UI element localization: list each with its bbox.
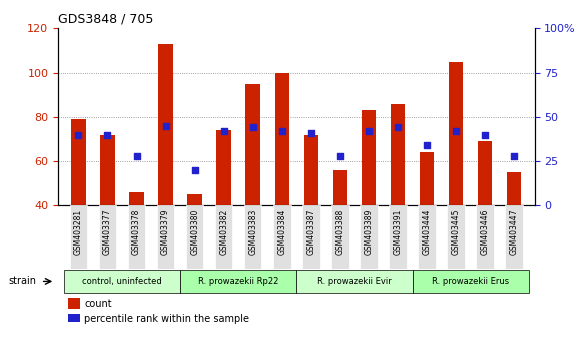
FancyBboxPatch shape [505, 205, 523, 269]
Text: strain: strain [9, 276, 37, 286]
Bar [100, 135, 115, 294]
Point [510, 153, 519, 159]
FancyBboxPatch shape [447, 205, 465, 269]
FancyBboxPatch shape [64, 270, 180, 292]
Text: GDS3848 / 705: GDS3848 / 705 [58, 13, 153, 26]
Bar [217, 130, 231, 294]
FancyBboxPatch shape [70, 205, 87, 269]
Bar [67, 298, 80, 309]
Point [422, 142, 432, 148]
FancyBboxPatch shape [331, 205, 349, 269]
Point [480, 132, 490, 137]
Point [451, 128, 461, 134]
Bar [507, 172, 522, 294]
Bar [420, 152, 435, 294]
Text: control, uninfected: control, uninfected [82, 277, 162, 286]
Text: R. prowazekii Evir: R. prowazekii Evir [317, 277, 392, 286]
FancyBboxPatch shape [418, 205, 436, 269]
FancyBboxPatch shape [360, 205, 378, 269]
FancyBboxPatch shape [413, 270, 529, 292]
FancyBboxPatch shape [157, 205, 174, 269]
Text: GSM403377: GSM403377 [103, 209, 112, 255]
Text: count: count [84, 299, 112, 309]
Bar [303, 135, 318, 294]
Text: GSM403391: GSM403391 [393, 209, 403, 255]
Point [364, 128, 374, 134]
Bar [67, 314, 80, 325]
Bar [391, 104, 406, 294]
Bar [478, 141, 493, 294]
Text: GSM403380: GSM403380 [190, 209, 199, 255]
FancyBboxPatch shape [186, 205, 203, 269]
Text: GSM403379: GSM403379 [161, 209, 170, 255]
FancyBboxPatch shape [296, 270, 413, 292]
Text: GSM403378: GSM403378 [132, 209, 141, 255]
Text: GSM403382: GSM403382 [219, 209, 228, 255]
Text: GSM403444: GSM403444 [422, 209, 432, 255]
Bar [245, 84, 260, 294]
Bar [275, 73, 289, 294]
FancyBboxPatch shape [99, 205, 116, 269]
Text: GSM403446: GSM403446 [480, 209, 490, 255]
Bar [449, 62, 464, 294]
Point [190, 167, 199, 173]
FancyBboxPatch shape [244, 205, 261, 269]
Text: GSM403388: GSM403388 [335, 209, 345, 255]
Point [248, 125, 257, 130]
Point [393, 125, 403, 130]
Text: GSM403383: GSM403383 [248, 209, 257, 255]
Text: GSM403445: GSM403445 [451, 209, 461, 255]
Point [132, 153, 141, 159]
Text: GSM403384: GSM403384 [277, 209, 286, 255]
FancyBboxPatch shape [302, 205, 320, 269]
Point [335, 153, 345, 159]
Point [277, 128, 286, 134]
Bar [158, 44, 173, 294]
Text: R. prowazekii Erus: R. prowazekii Erus [432, 277, 509, 286]
Bar [130, 192, 144, 294]
FancyBboxPatch shape [389, 205, 407, 269]
Text: GSM403281: GSM403281 [74, 209, 83, 255]
FancyBboxPatch shape [476, 205, 494, 269]
Bar [332, 170, 347, 294]
Point [103, 132, 112, 137]
Text: GSM403389: GSM403389 [364, 209, 374, 255]
FancyBboxPatch shape [180, 270, 296, 292]
Bar [71, 119, 86, 294]
Text: percentile rank within the sample: percentile rank within the sample [84, 314, 249, 324]
Text: R. prowazekii Rp22: R. prowazekii Rp22 [198, 277, 278, 286]
Text: GSM403447: GSM403447 [510, 209, 519, 255]
Point [306, 130, 315, 136]
Bar [187, 194, 202, 294]
Point [219, 128, 228, 134]
Bar [361, 110, 376, 294]
FancyBboxPatch shape [273, 205, 290, 269]
Text: GSM403387: GSM403387 [306, 209, 315, 255]
FancyBboxPatch shape [128, 205, 145, 269]
Point [74, 132, 83, 137]
FancyBboxPatch shape [215, 205, 232, 269]
Point [161, 123, 170, 129]
